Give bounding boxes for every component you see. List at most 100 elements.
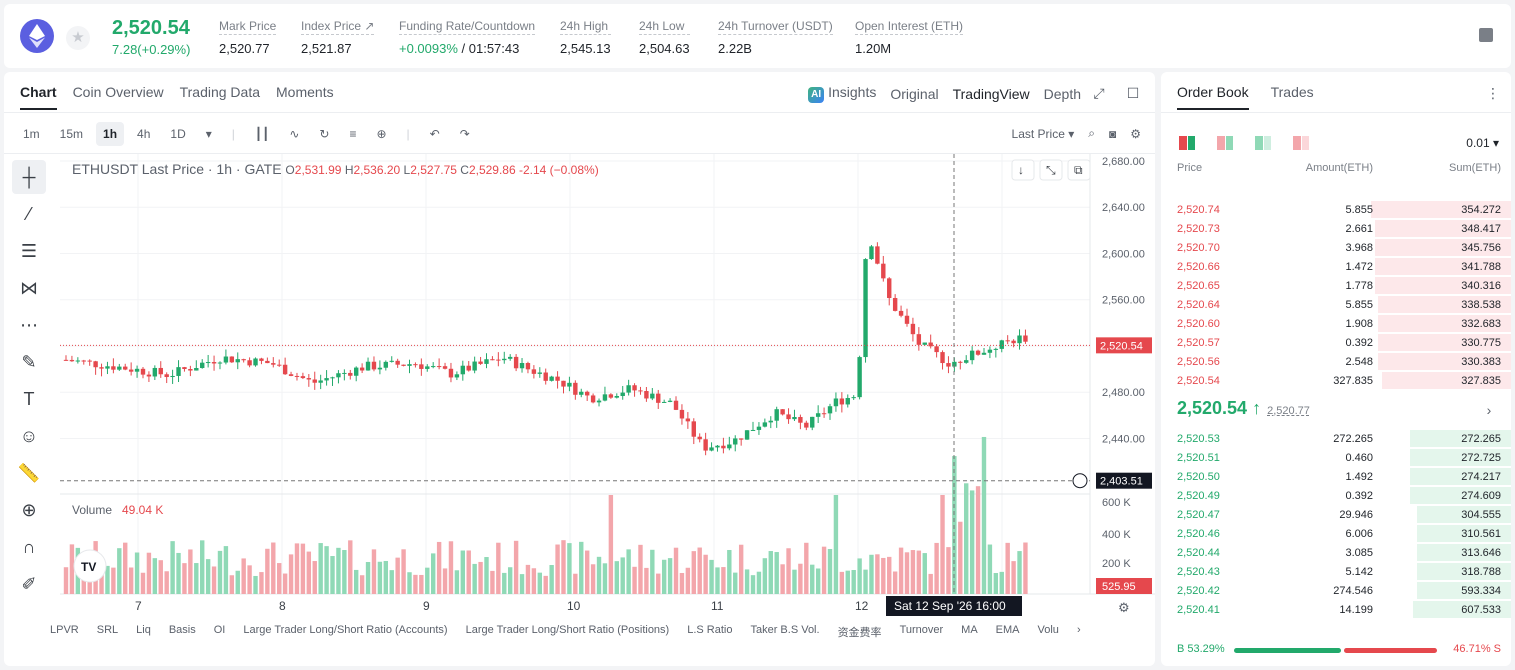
chevron-right-icon[interactable]: › xyxy=(1481,402,1497,418)
fib-icon[interactable]: ⋯ xyxy=(12,308,46,342)
crosshair-icon[interactable]: ┼ xyxy=(12,160,46,194)
tab-moments[interactable]: Moments xyxy=(276,84,334,110)
replay-icon[interactable]: ↻ xyxy=(312,122,336,146)
bid-row[interactable]: 2,520.46 6.006 310.561 xyxy=(1161,524,1511,543)
candle-body xyxy=(881,264,885,279)
bid-row[interactable]: 2,520.47 29.946 304.555 xyxy=(1161,505,1511,524)
indicator-4[interactable]: OI xyxy=(214,624,226,640)
bid-amount: 1.492 xyxy=(1345,471,1373,483)
scroll-to-latest-icon-glyph: ↓ xyxy=(1018,163,1024,177)
bids-only-icon[interactable] xyxy=(1217,136,1233,150)
ask-row[interactable]: 2,520.73 2.661 348.417 xyxy=(1161,219,1511,238)
settings-icon[interactable]: ⚙ xyxy=(1118,600,1130,615)
tab-original[interactable]: Original xyxy=(890,86,938,102)
ask-row[interactable]: 2,520.60 1.908 332.683 xyxy=(1161,314,1511,333)
favorite-star-icon[interactable]: ★ xyxy=(66,26,90,50)
ask-row[interactable]: 2,520.66 1.472 341.788 xyxy=(1161,257,1511,276)
add-alert-icon[interactable]: ⊕ xyxy=(369,122,393,146)
bid-row[interactable]: 2,520.49 0.392 274.609 xyxy=(1161,486,1511,505)
text-icon[interactable]: T xyxy=(12,382,46,416)
high-24h-label: 24h High xyxy=(560,19,611,35)
candle-type-icon[interactable]: ┃┃ xyxy=(248,122,276,146)
indicator-2[interactable]: Liq xyxy=(136,624,151,640)
templates-icon[interactable]: ≡ xyxy=(342,122,363,146)
indicator-1[interactable]: SRL xyxy=(97,624,118,640)
expand-icon[interactable]: ⤢ xyxy=(1091,85,1107,101)
tab-trading-data[interactable]: Trading Data xyxy=(180,84,260,110)
indicator-8[interactable]: Taker B.S Vol. xyxy=(750,624,819,640)
ask-row[interactable]: 2,520.64 5.855 338.538 xyxy=(1161,295,1511,314)
bid-row[interactable]: 2,520.53 272.265 272.265 xyxy=(1161,429,1511,448)
undo-icon[interactable]: ↶ xyxy=(423,122,447,146)
bid-row[interactable]: 2,520.41 14.199 607.533 xyxy=(1161,600,1511,619)
timeframe-1h[interactable]: 1h xyxy=(96,122,124,146)
last-price-select[interactable]: Last Price ▾ xyxy=(1012,127,1075,141)
indicator-3[interactable]: Basis xyxy=(169,624,196,640)
timeframe-15m[interactable]: 15m xyxy=(53,122,90,146)
mid-price[interactable]: 2,520.54 ↑ 2,520.77 xyxy=(1177,398,1310,419)
both-sides-icon[interactable] xyxy=(1179,136,1195,150)
tab-depth[interactable]: Depth xyxy=(1044,86,1081,102)
tab-trades[interactable]: Trades xyxy=(1271,84,1314,110)
precision-select[interactable]: 0.01 ▾ xyxy=(1466,136,1499,150)
trend-line-icon[interactable]: ⁄ xyxy=(12,197,46,231)
brush-icon[interactable]: ✎ xyxy=(12,345,46,379)
ask-row[interactable]: 2,520.74 5.855 354.272 xyxy=(1161,200,1511,219)
tab-tradingview[interactable]: TradingView xyxy=(953,86,1030,102)
camera-icon[interactable]: ◙ xyxy=(1109,127,1116,141)
ask-row[interactable]: 2,520.70 3.968 345.756 xyxy=(1161,238,1511,257)
bid-price: 2,520.44 xyxy=(1177,547,1220,559)
indicator-11[interactable]: MA xyxy=(961,624,978,640)
bid-row[interactable]: 2,520.51 0.460 272.725 xyxy=(1161,448,1511,467)
volume-bar xyxy=(467,550,471,594)
lock-draw-icon[interactable]: ✐ xyxy=(12,567,46,601)
ask-row[interactable]: 2,520.65 1.778 340.316 xyxy=(1161,276,1511,295)
indicator-12[interactable]: EMA xyxy=(996,624,1020,640)
indicator-7[interactable]: L.S Ratio xyxy=(687,624,732,640)
fullscreen-icon[interactable]: ☐ xyxy=(1125,85,1141,101)
indicator-10[interactable]: Turnover xyxy=(900,624,944,640)
redo-icon[interactable]: ↷ xyxy=(453,122,477,146)
more-icon[interactable]: ⋮ xyxy=(1485,85,1501,101)
chevron-right-icon[interactable]: › xyxy=(1077,624,1081,640)
candle-body xyxy=(692,421,696,436)
indicator-9[interactable]: 资金费率 xyxy=(838,624,882,640)
bid-row[interactable]: 2,520.43 5.142 318.788 xyxy=(1161,562,1511,581)
bid-row[interactable]: 2,520.50 1.492 274.217 xyxy=(1161,467,1511,486)
gear-icon[interactable]: ⚙ xyxy=(1130,127,1141,141)
emoji-icon[interactable]: ☺ xyxy=(12,419,46,453)
candle-body xyxy=(609,394,613,397)
indicators-icon[interactable]: ∿ xyxy=(282,122,306,146)
search-icon[interactable]: ⌕ xyxy=(1088,126,1095,141)
tab-coin-overview[interactable]: Coin Overview xyxy=(73,84,164,110)
ask-amount: 5.855 xyxy=(1345,204,1373,216)
book-icon[interactable] xyxy=(1479,28,1493,42)
volume-bar xyxy=(834,495,838,594)
candlestick-chart[interactable]: 2,680.00 2,640.00 2,600.00 2,560.00 2,520.54… xyxy=(60,154,1155,618)
index-price-stat[interactable]: Index Price ↗ 2,521.87 xyxy=(301,19,374,56)
timeframe-4h[interactable]: 4h xyxy=(130,122,157,146)
tab-insights[interactable]: AI Insights xyxy=(808,84,876,103)
asks-only-icon[interactable] xyxy=(1255,136,1271,150)
zoom-in-icon[interactable]: ⊕ xyxy=(12,493,46,527)
ask-row[interactable]: 2,520.56 2.548 330.383 xyxy=(1161,352,1511,371)
timeframe-1m[interactable]: 1m xyxy=(16,122,47,146)
volume-bar xyxy=(472,564,476,594)
ask-row[interactable]: 2,520.57 0.392 330.775 xyxy=(1161,333,1511,352)
timeframe-1d[interactable]: 1D xyxy=(163,122,192,146)
tab-order-book[interactable]: Order Book xyxy=(1177,84,1249,110)
ruler-icon[interactable]: 📏 xyxy=(12,456,46,490)
indicator-13[interactable]: Volu xyxy=(1038,624,1059,640)
timeframe-dropdown-icon[interactable]: ▾ xyxy=(199,122,219,146)
ask-row[interactable]: 2,520.54 327.835 327.835 xyxy=(1161,371,1511,390)
bid-row[interactable]: 2,520.42 274.546 593.334 xyxy=(1161,581,1511,600)
horizontal-lines-icon[interactable]: ☰ xyxy=(12,234,46,268)
bid-row[interactable]: 2,520.44 3.085 313.646 xyxy=(1161,543,1511,562)
tab-chart[interactable]: Chart xyxy=(20,84,57,110)
indicator-0[interactable]: LPVR xyxy=(50,624,79,640)
indicator-5[interactable]: Large Trader Long/Short Ratio (Accounts) xyxy=(243,624,447,640)
depth-mode-icon[interactable] xyxy=(1293,136,1309,150)
magnet-icon[interactable]: ∩ xyxy=(12,530,46,564)
indicator-6[interactable]: Large Trader Long/Short Ratio (Positions… xyxy=(466,624,670,640)
pattern-icon[interactable]: ⋈ xyxy=(12,271,46,305)
